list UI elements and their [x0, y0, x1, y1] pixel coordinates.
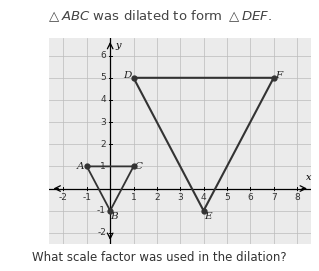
Text: 8: 8: [294, 193, 300, 202]
Text: -1: -1: [82, 193, 91, 202]
Text: 2: 2: [154, 193, 160, 202]
Text: 3: 3: [177, 193, 183, 202]
Text: What scale factor was used in the dilation?: What scale factor was used in the dilati…: [32, 251, 287, 264]
Text: x: x: [306, 173, 311, 182]
Text: 3: 3: [100, 118, 106, 127]
Text: C: C: [135, 162, 143, 171]
Text: $\triangle$$\it{ABC}$ was dilated to form $\triangle$$\it{DEF}$.: $\triangle$$\it{ABC}$ was dilated to for…: [47, 8, 272, 24]
Text: A: A: [77, 162, 84, 171]
Text: D: D: [123, 71, 131, 80]
Text: 6: 6: [248, 193, 253, 202]
Text: E: E: [204, 212, 211, 221]
Text: 6: 6: [100, 51, 106, 60]
Text: 1: 1: [100, 162, 106, 171]
Text: B: B: [111, 212, 118, 221]
Text: F: F: [275, 71, 282, 80]
Text: 4: 4: [100, 95, 106, 104]
Text: 5: 5: [224, 193, 230, 202]
Text: -2: -2: [97, 228, 106, 237]
Text: -1: -1: [97, 206, 106, 215]
Text: 2: 2: [100, 140, 106, 149]
Text: 7: 7: [271, 193, 277, 202]
Text: 4: 4: [201, 193, 206, 202]
Text: -2: -2: [59, 193, 68, 202]
Text: y: y: [115, 41, 121, 50]
Text: 1: 1: [131, 193, 137, 202]
Text: 5: 5: [100, 73, 106, 82]
